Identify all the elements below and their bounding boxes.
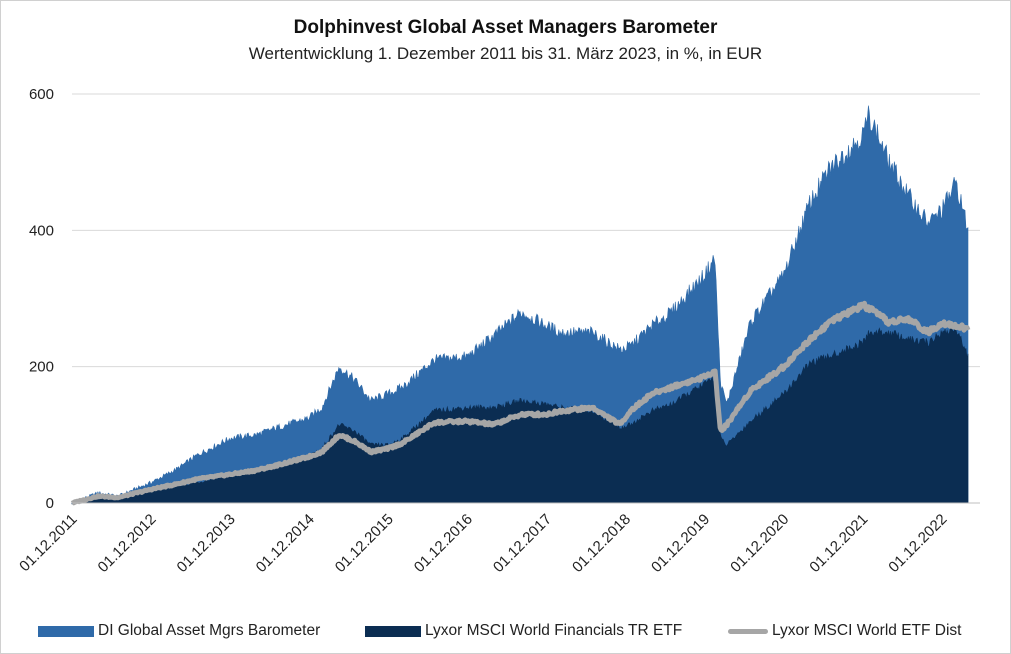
y-tick-label-600: 600: [29, 86, 54, 103]
x-tick-label-0: 01.12.2011: [16, 511, 80, 575]
x-tick-label-3: 01.12.2014: [253, 511, 318, 576]
series-line-world-etf: [70, 300, 971, 506]
chart-title: Dolphinvest Global Asset Managers Barome…: [293, 17, 718, 38]
x-tick-label-11: 01.12.2022: [885, 511, 950, 576]
legend-item-world-etf: Lyxor MSCI World ETF Dist: [728, 622, 961, 640]
x-tick-label-7: 01.12.2018: [569, 511, 634, 576]
legend-swatch-financials: [365, 625, 421, 637]
legend-label-world-etf: Lyxor MSCI World ETF Dist: [772, 622, 962, 639]
chart-legend: DI Global Asset Mgrs Barometer Lyxor MSC…: [0, 622, 1011, 646]
x-tick-label-5: 01.12.2016: [411, 511, 476, 576]
x-tick-label-2: 01.12.2013: [174, 511, 239, 576]
legend-swatch-barometer: [38, 625, 94, 637]
legend-label-barometer: DI Global Asset Mgrs Barometer: [98, 622, 321, 639]
chart-plot: 0 200 400 600 01.12.2011 01.12.2012 01.12.2013…: [16, 86, 980, 576]
legend-item-financials: Lyxor MSCI World Financials TR ETF: [365, 622, 682, 640]
legend-item-barometer: DI Global Asset Mgrs Barometer: [38, 622, 320, 640]
chart-subtitle: Wertentwicklung 1. Dezember 2011 bis 31.…: [248, 44, 763, 63]
x-tick-label-4: 01.12.2015: [332, 511, 397, 576]
x-tick-label-9: 01.12.2020: [727, 511, 792, 576]
legend-swatch-world-etf: [728, 628, 768, 634]
x-tick-label-10: 01.12.2021: [806, 511, 871, 576]
legend-label-financials: Lyxor MSCI World Financials TR ETF: [425, 622, 683, 639]
y-tick-label-400: 400: [29, 222, 54, 239]
y-tick-label-0: 0: [46, 495, 54, 512]
x-tick-label-8: 01.12.2019: [648, 511, 713, 576]
x-tick-label-1: 01.12.2012: [95, 511, 160, 576]
x-tick-label-6: 01.12.2017: [490, 511, 555, 576]
y-tick-label-200: 200: [29, 359, 54, 376]
